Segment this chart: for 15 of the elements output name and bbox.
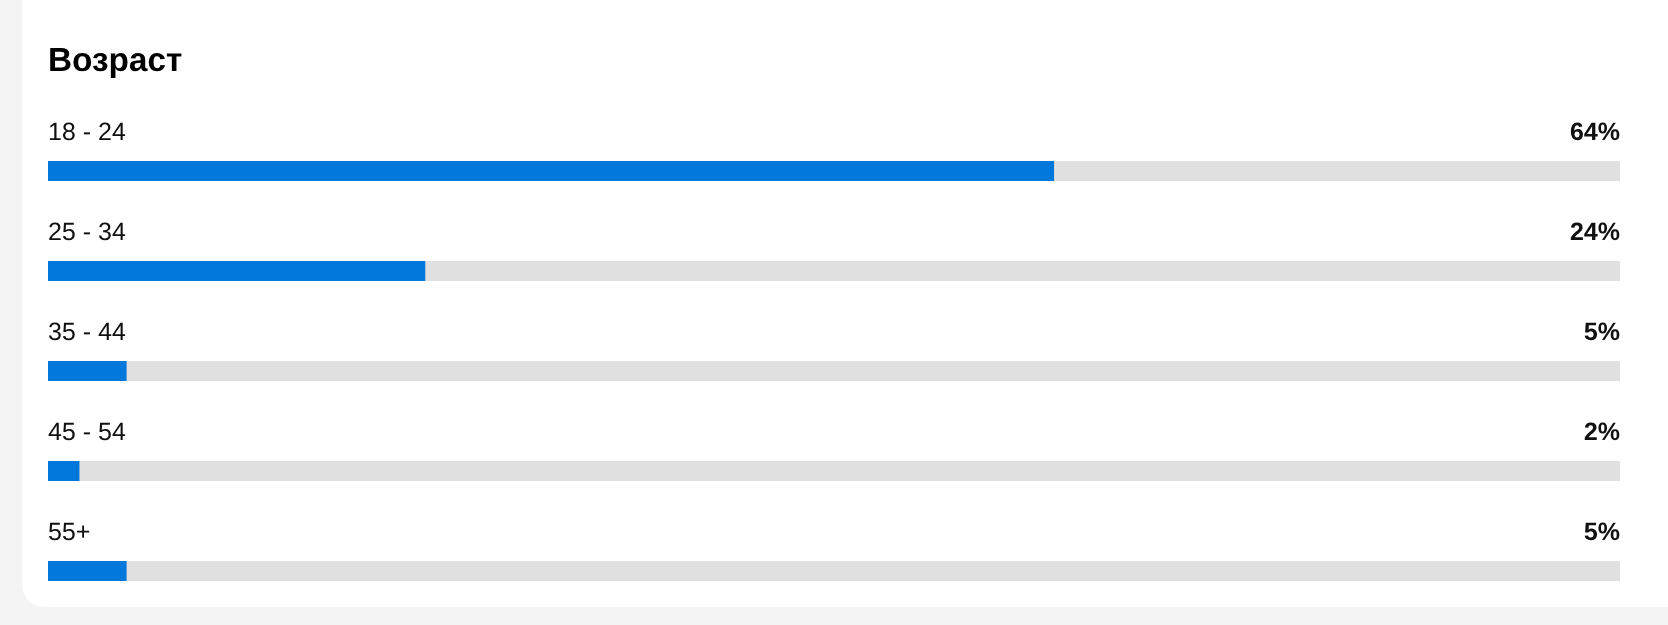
data-label: 5% — [1584, 522, 1620, 541]
y-tick-label: 18 - 24 — [49, 122, 126, 141]
y-tick-label: 45 - 54 — [48, 422, 126, 441]
y-tick-label: 25 - 34 — [49, 222, 126, 241]
data-label: 24% — [1570, 222, 1620, 241]
bar — [48, 261, 426, 281]
data-label: 5% — [1584, 322, 1620, 341]
chart-title: Возраст — [50, 48, 182, 78]
bar — [48, 461, 80, 481]
y-tick-label: 55+ — [49, 522, 90, 541]
bar — [48, 361, 127, 381]
data-label: 64% — [1570, 122, 1620, 141]
y-tick-label: 35 - 44 — [48, 322, 126, 341]
data-label: 2% — [1584, 422, 1620, 441]
bar — [48, 561, 127, 581]
